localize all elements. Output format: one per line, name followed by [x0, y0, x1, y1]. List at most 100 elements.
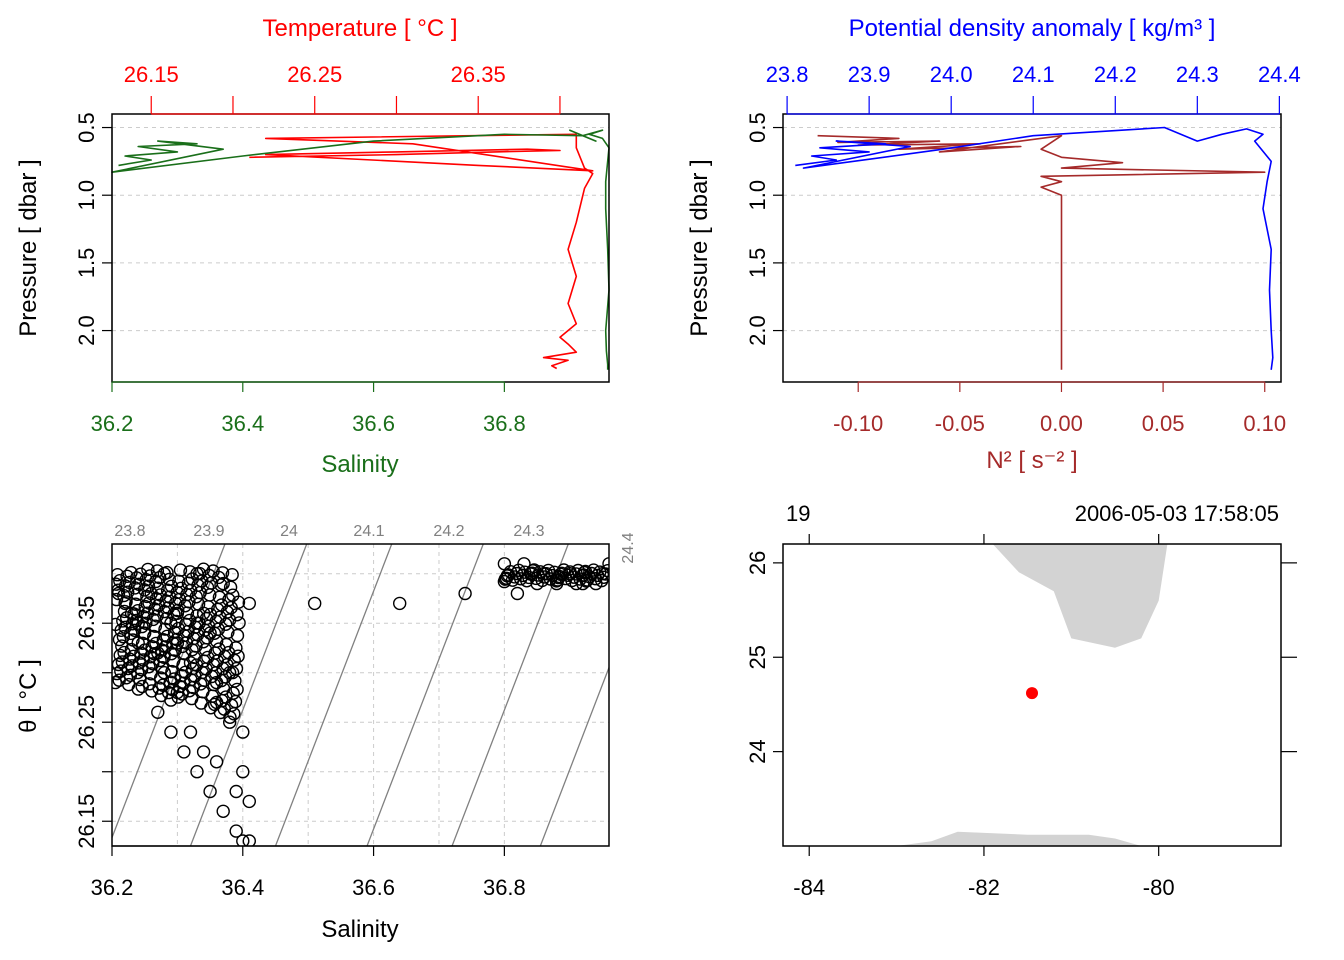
p3-point-352 [222, 666, 237, 680]
p3-point-182 [168, 643, 182, 657]
p3-point-191 [114, 664, 128, 678]
p1-x-tick-label-top-1: 26.25 [287, 62, 342, 87]
p3-point-91 [138, 599, 152, 614]
p4-land-polygon-0 [992, 544, 1168, 648]
p4-x-tick-label-2: -80 [1143, 875, 1175, 900]
p2-n2-line [817, 134, 1266, 370]
p3-point-245 [160, 629, 174, 643]
p3-point-337 [190, 765, 204, 779]
p3-point-81 [116, 614, 130, 628]
p3-point-219 [151, 598, 166, 613]
p1-x-label-salinity: Salinity [321, 451, 398, 478]
p1-y-tick-label-1: 1.0 [74, 180, 99, 211]
p2-x-tick-label-top-4: 24.2 [1094, 62, 1137, 87]
p3-point-230 [126, 649, 141, 663]
p3-point-149 [119, 595, 133, 609]
p3-isopycnal-label-1: 23.9 [193, 523, 224, 540]
p3-point-336 [177, 745, 191, 759]
p2-title-density: Potential density anomaly [ kg/m³ ] [849, 15, 1216, 42]
p3-point-224 [163, 590, 177, 604]
panel-density-n2-profile: 0.5 1.0 1.5 2.0 -0.10 -0.05 0.00 0.05 0.10 23.8 23… [686, 15, 1301, 474]
p4-station [1026, 687, 1038, 700]
p2-x-tick-label-top-5: 24.3 [1176, 62, 1219, 87]
p3-point-361 [550, 576, 564, 591]
p3-point-369 [118, 596, 132, 611]
p3-point-321 [124, 606, 139, 620]
p3-point-228 [221, 645, 236, 660]
p3-point-257 [212, 642, 226, 656]
p3-point-340 [229, 824, 243, 838]
p3-point-127 [169, 614, 183, 629]
p3-point-358 [497, 557, 512, 571]
p3-point-178 [112, 592, 124, 607]
p3-point-144 [232, 616, 246, 630]
p3-point-328 [170, 606, 185, 620]
p2-y-tick-label-1: 1.0 [745, 180, 770, 211]
panel-ts-profile: 0.5 1.0 1.5 2.0 36.2 36.4 36.6 36.8 26.15 26.25 26… [15, 15, 610, 478]
p3-point-148 [166, 654, 181, 668]
p3-point-159 [141, 579, 156, 593]
p3-point-237 [167, 672, 181, 686]
p3-point-181 [215, 566, 230, 580]
p3-point-111 [183, 565, 197, 579]
panel-ts-diagram: 23.8 23.9 24 24.1 24.2 24.3 24.4 36.2 36.4 36.6 36… [15, 523, 637, 943]
p3-point-366 [602, 557, 609, 571]
p3-point-319 [553, 567, 568, 581]
p3-isopycnal-label-0: 23.8 [114, 523, 145, 540]
p1-y-tick-label-3: 2.0 [74, 315, 99, 346]
p3-point-117 [147, 629, 161, 644]
p3-point-188 [132, 577, 146, 591]
p1-axes: 0.5 1.0 1.5 2.0 36.2 36.4 36.6 36.8 26.15 26.25 26… [74, 62, 561, 436]
p3-point-330 [203, 626, 217, 640]
p1-temperature-line [249, 133, 594, 370]
p2-x-tick-label-bottom-4: 0.10 [1243, 411, 1286, 436]
p1-x-tick-label-top-0: 26.15 [124, 62, 179, 87]
p3-point-136 [115, 639, 129, 653]
p3-point-229 [174, 581, 188, 595]
p3-isopycnal-2 [274, 544, 393, 846]
p3-point-255 [182, 613, 197, 628]
p3-isopycnals [112, 544, 609, 846]
p3-point-238 [119, 611, 134, 625]
p4-station-number: 19 [786, 501, 810, 526]
p3-point-304 [520, 574, 534, 588]
p3-point-329 [190, 616, 204, 630]
p3-point-201 [136, 653, 150, 667]
p1-gridlines [112, 127, 609, 332]
p3-y-tick-label-1: 26.25 [74, 695, 99, 750]
p3-isopycnal-label-3: 24.1 [353, 523, 384, 540]
p3-point-70 [141, 562, 155, 577]
p3-point-338 [203, 784, 217, 799]
p3-point-125 [140, 589, 154, 604]
p1-y-tick-label-2: 1.5 [74, 248, 99, 279]
p1-series [111, 129, 610, 370]
p2-x-tick-label-top-6: 24.4 [1258, 62, 1301, 87]
p3-point-175 [127, 623, 142, 637]
p3-point-325 [157, 666, 172, 680]
p4-plot-frame [782, 543, 1282, 847]
p3-y-tick-label-0: 26.15 [74, 794, 99, 849]
p4-x-tick-label-1: -82 [968, 875, 1000, 900]
p4-y-tick-label-2: 26 [745, 551, 770, 575]
p2-x-tick-label-bottom-2: 0.00 [1040, 411, 1083, 436]
p3-point-193 [143, 569, 157, 583]
p4-axes: -84 -82 -80 24 25 26 [745, 534, 1297, 900]
p3-point-359 [517, 557, 531, 571]
p3-point-236 [214, 598, 229, 612]
p3-point-348 [229, 784, 243, 799]
p3-point-102 [113, 648, 127, 663]
p3-point-343 [183, 725, 198, 739]
p3-point-322 [137, 626, 152, 640]
p2-x-tick-label-top-3: 24.1 [1012, 62, 1055, 87]
p3-point-356 [458, 586, 472, 601]
p3-point-251 [124, 565, 138, 580]
p3-x-tick-label-2: 36.6 [352, 875, 395, 900]
p3-point-96 [149, 592, 164, 606]
p3-point-34 [112, 666, 124, 681]
p3-point-334 [151, 705, 165, 719]
p2-x-tick-label-top-0: 23.8 [766, 62, 809, 87]
p3-isopycnal-3 [366, 544, 484, 846]
p4-y-tick-label-0: 24 [745, 739, 770, 763]
p3-point-258 [164, 579, 179, 593]
